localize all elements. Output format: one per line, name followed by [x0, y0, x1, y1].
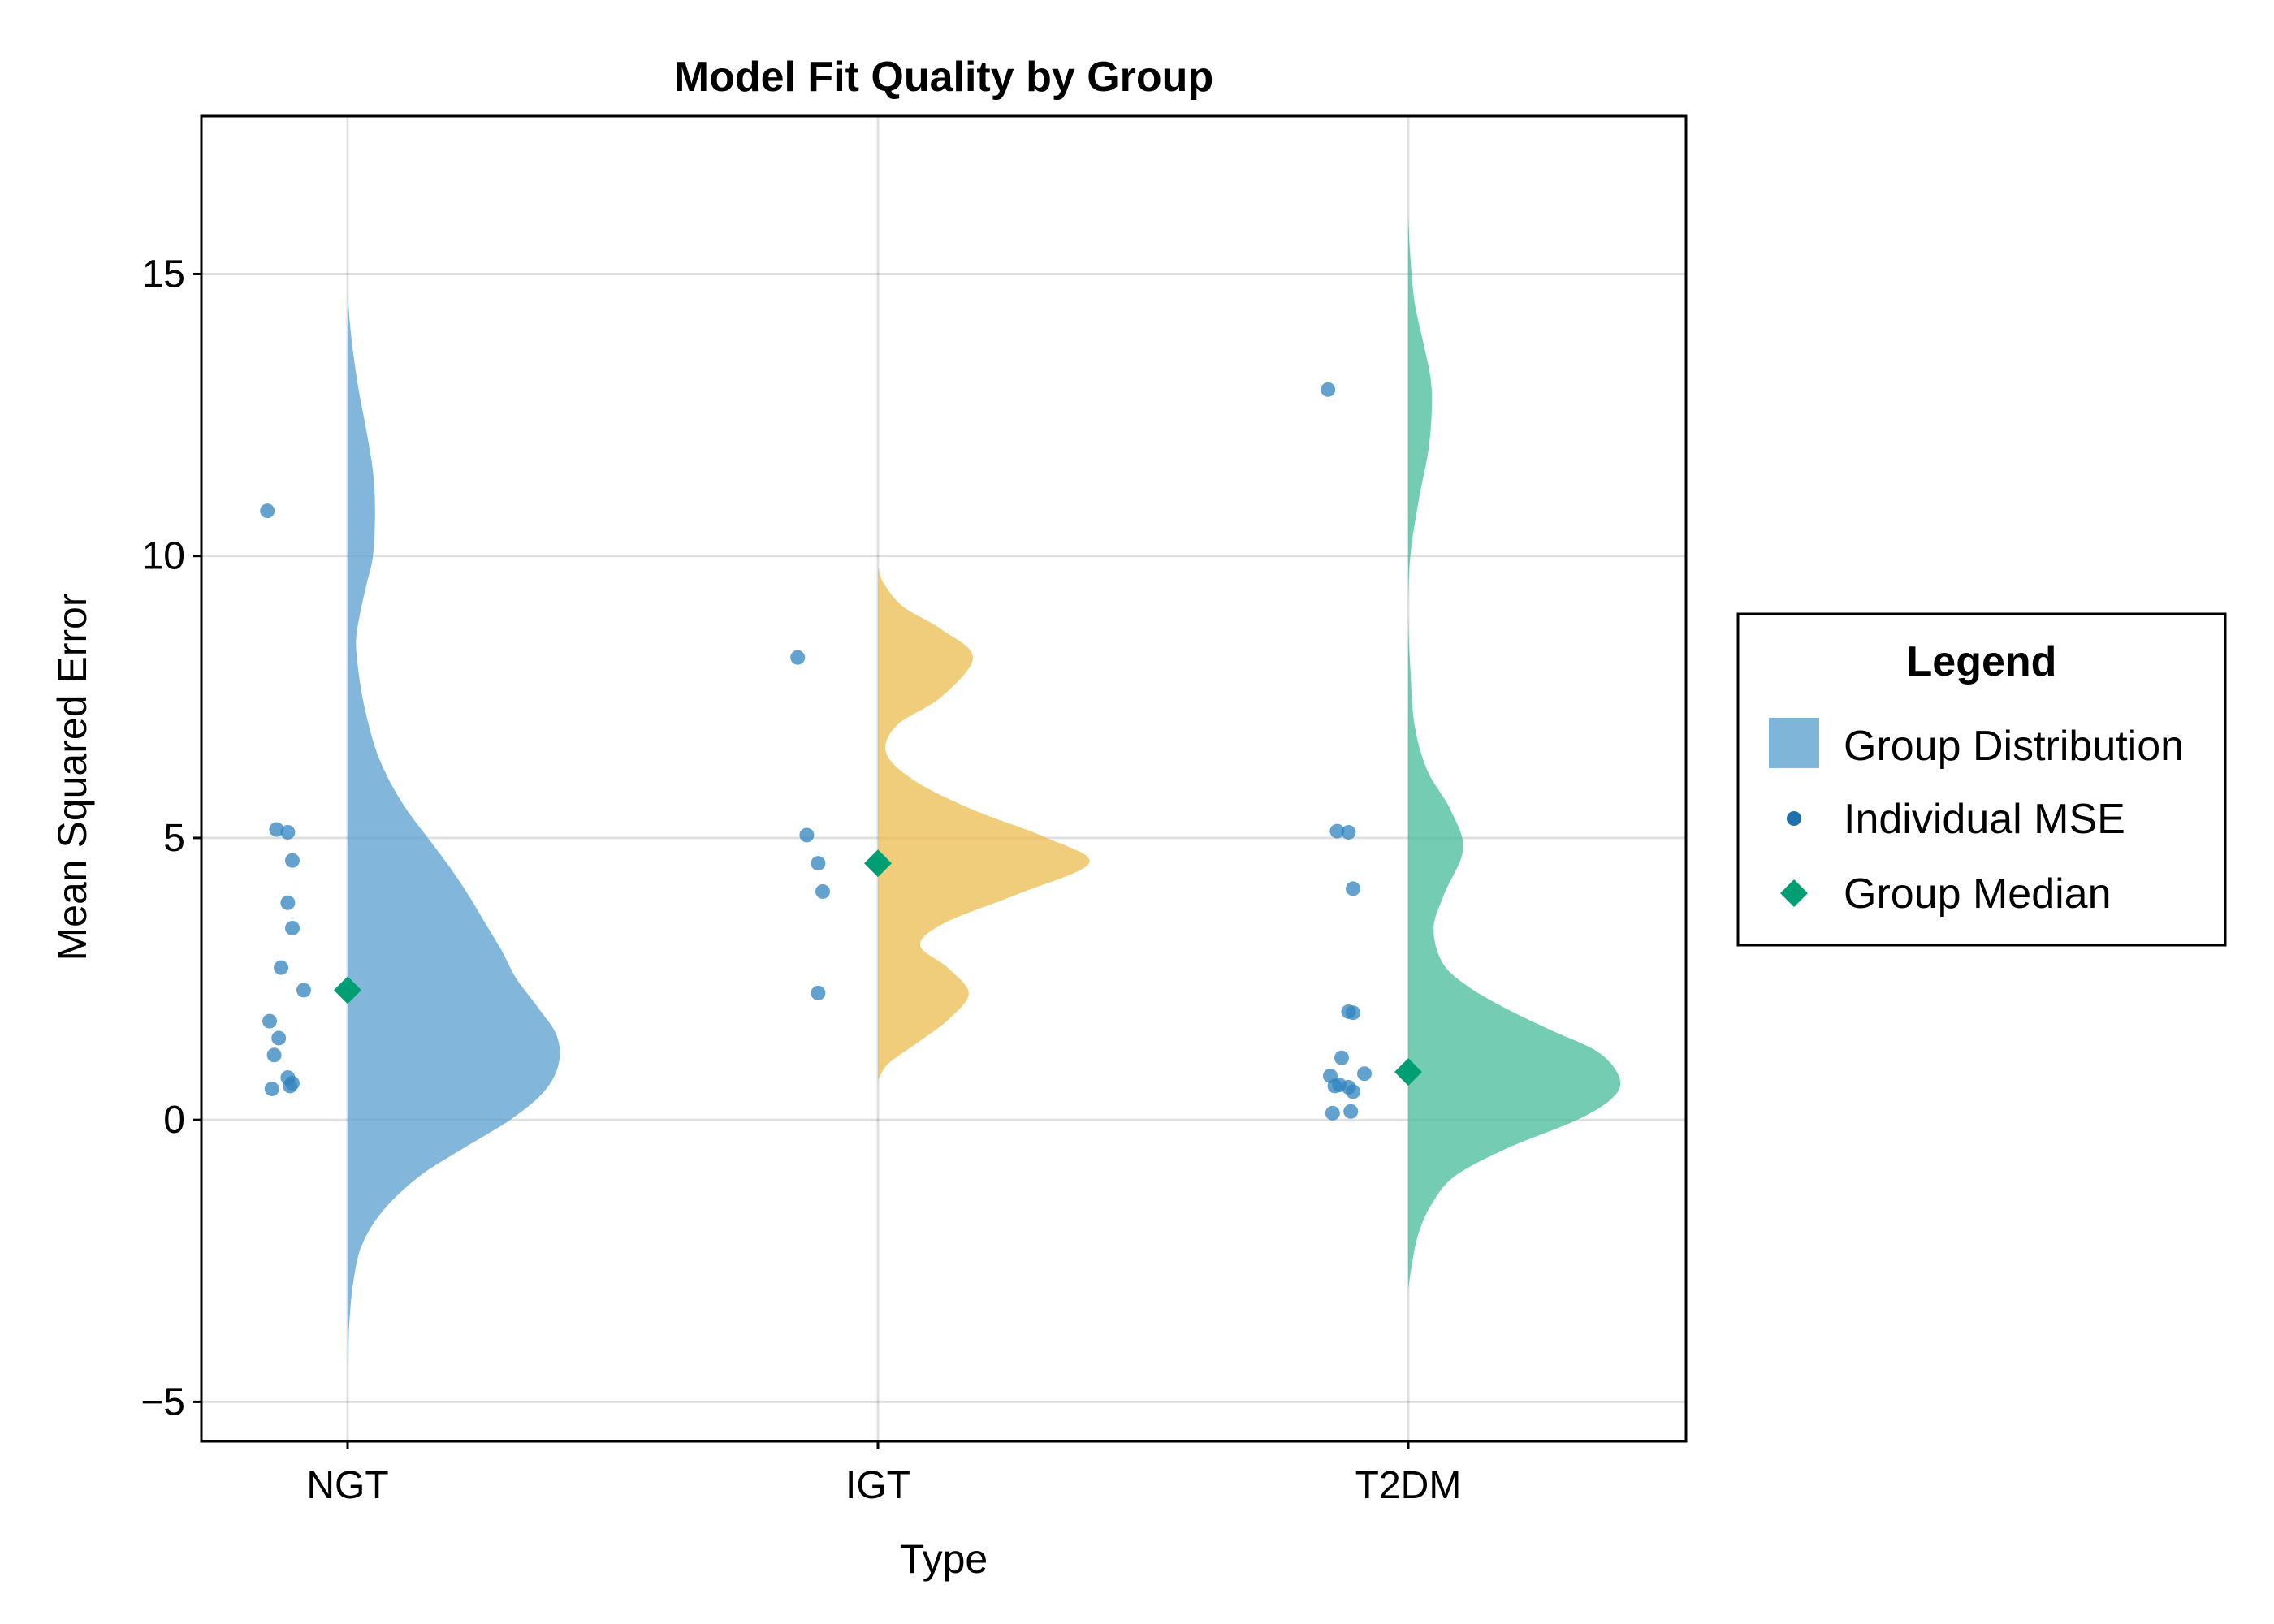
data-point [271, 1030, 287, 1046]
data-point [1357, 1066, 1372, 1082]
data-point [285, 921, 300, 936]
data-point [815, 883, 830, 899]
y-tick-label: 0 [163, 1099, 185, 1142]
data-point [1341, 824, 1356, 840]
plot-frame [200, 114, 1688, 1443]
legend: Legend Group Distribution Individual MSE… [1736, 612, 2227, 947]
data-point [1334, 1050, 1349, 1065]
data-point [1346, 1084, 1360, 1099]
median-marker [334, 976, 361, 1004]
data-point [1325, 1105, 1340, 1121]
data-point [1321, 382, 1336, 397]
data-point [1346, 881, 1360, 896]
data-point [280, 824, 296, 840]
y-tick-label: 5 [163, 817, 185, 860]
violin-t2dm [1408, 218, 1621, 1289]
points-group [260, 382, 1372, 1121]
chart-title: Model Fit Quality by Group [674, 54, 1213, 101]
x-tick-label: NGT [306, 1464, 388, 1507]
y-tick-label: 15 [142, 253, 185, 296]
grid [201, 116, 1686, 1441]
median-marker [864, 849, 892, 878]
data-point [296, 983, 311, 998]
legend-label-median: Group Median [1844, 870, 2112, 918]
violin-igt [878, 567, 1090, 1081]
legend-marker-individual [1787, 811, 1801, 826]
medians-group [334, 849, 1422, 1086]
data-point [280, 895, 296, 910]
y-axis: −5 0 5 10 15 [141, 253, 201, 1423]
data-point [790, 650, 806, 665]
data-point [283, 1078, 298, 1094]
data-point [285, 853, 300, 868]
x-tick-label: IGT [845, 1464, 910, 1507]
legend-label-distribution: Group Distribution [1844, 723, 2184, 770]
data-point [1327, 1078, 1342, 1094]
data-point [799, 827, 815, 843]
x-axis: NGT IGT T2DM [306, 1441, 1461, 1507]
legend-label-individual: Individual MSE [1844, 796, 2125, 843]
data-point [1346, 1005, 1360, 1021]
data-point [262, 1013, 277, 1029]
data-point [266, 1047, 282, 1063]
legend-title: Legend [1907, 638, 2057, 685]
y-axis-title: Mean Squared Error [50, 593, 95, 961]
legend-box [1736, 612, 2227, 947]
x-tick-label: T2DM [1355, 1464, 1462, 1507]
data-point [269, 822, 284, 837]
data-point [811, 985, 826, 1000]
median-marker [1394, 1058, 1422, 1086]
legend-marker-median [1780, 879, 1808, 907]
y-tick-label: 10 [142, 535, 185, 578]
data-point [811, 856, 826, 871]
violin-ngt [348, 296, 560, 1363]
data-point [260, 503, 275, 519]
x-axis-title: Type [900, 1536, 988, 1582]
data-point [1329, 823, 1345, 839]
data-point [1343, 1104, 1359, 1119]
y-tick-label: −5 [141, 1380, 185, 1423]
legend-swatch-distribution [1769, 718, 1819, 768]
data-point [274, 960, 288, 975]
data-point [264, 1081, 279, 1096]
violin-group [348, 218, 1621, 1363]
